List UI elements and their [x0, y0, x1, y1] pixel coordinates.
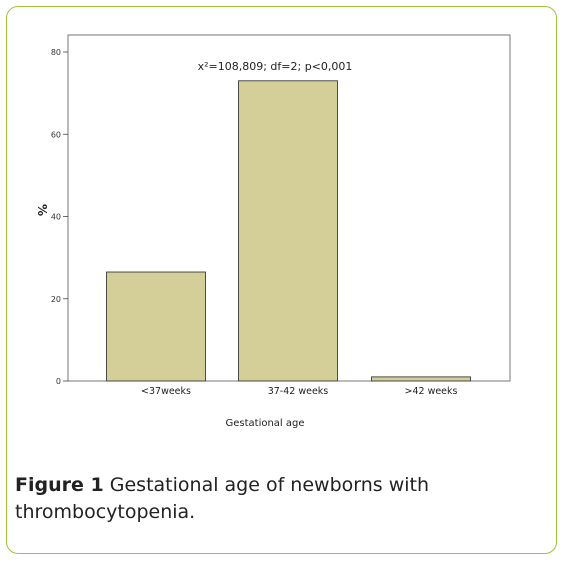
bar-0 — [106, 271, 206, 382]
bar-chart: 0 20 40 60 80 <37weeks 37-42 weeks >42 weeks %… — [35, 34, 511, 429]
x-tick-label: <37weeks — [141, 386, 191, 397]
caption-label: Figure 1 — [15, 474, 104, 496]
y-axis: 0 20 40 60 80 — [51, 48, 68, 386]
figure-caption: Figure 1 Gestational age of newborns wit… — [15, 472, 535, 526]
bars — [106, 80, 471, 382]
y-tick-label: 20 — [51, 295, 61, 304]
x-axis: <37weeks 37-42 weeks >42 weeks — [141, 386, 458, 397]
chi-square-annotation: x²=108,809; df=2; p<0,001 — [198, 60, 353, 73]
bar-2 — [371, 376, 471, 382]
y-tick-label: 40 — [51, 213, 61, 222]
x-tick-label: 37-42 weeks — [268, 386, 329, 397]
bar-1 — [238, 80, 338, 382]
y-tick-label: 80 — [51, 48, 61, 57]
y-tick-label: 60 — [51, 130, 61, 139]
y-axis-label: % — [35, 204, 49, 216]
x-tick-label: >42 weeks — [405, 386, 458, 397]
caption-text: Gestational age of newborns with thrombo… — [15, 474, 430, 523]
x-axis-label: Gestational age — [225, 418, 304, 429]
y-tick-label: 0 — [56, 377, 61, 386]
